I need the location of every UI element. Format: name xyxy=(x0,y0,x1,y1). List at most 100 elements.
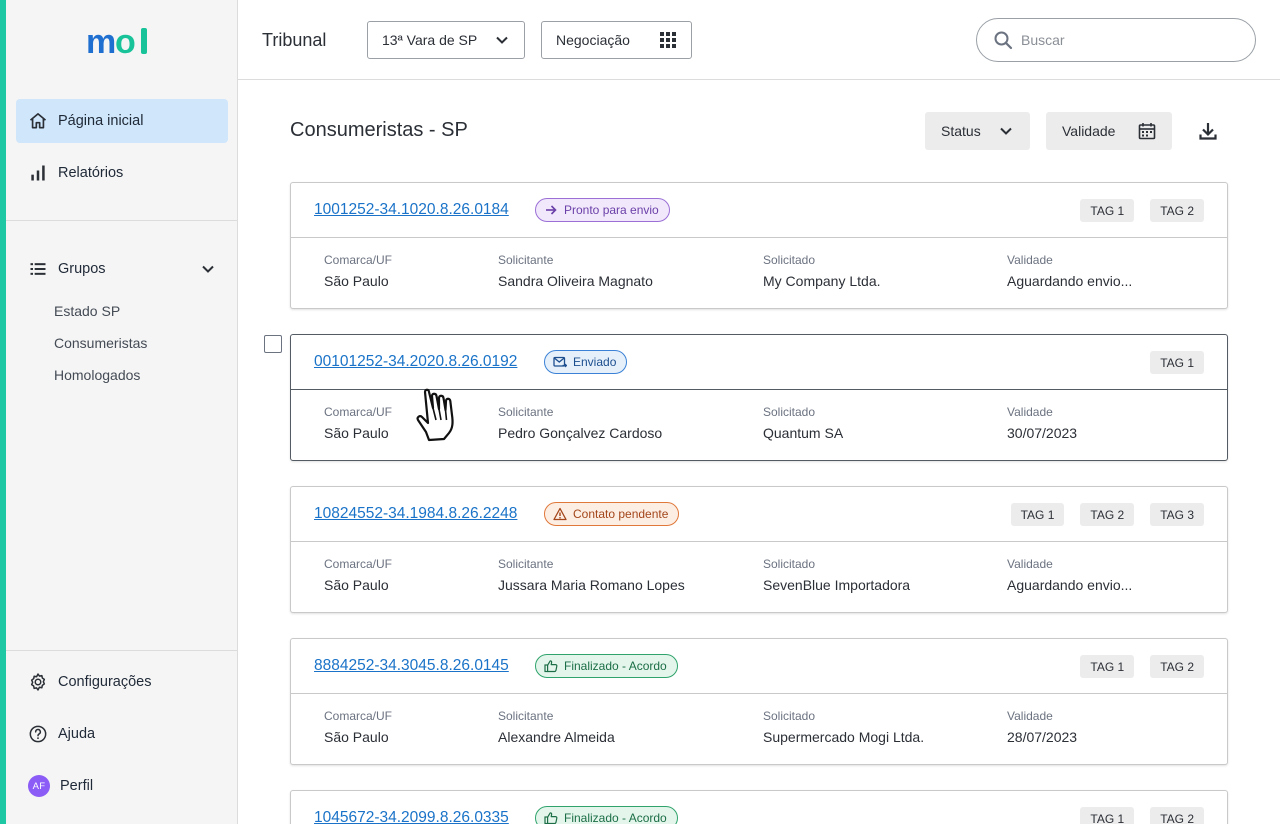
tag[interactable]: TAG 2 xyxy=(1150,807,1204,824)
field-label: Solicitante xyxy=(498,253,554,267)
sidebar-item-groups[interactable]: Grupos xyxy=(16,247,228,291)
field-label: Validade xyxy=(1007,557,1053,571)
case-card-header: 8884252-34.3045.8.26.0145 Finalizado - A… xyxy=(291,639,1227,694)
sidebar-item-home[interactable]: Página inicial xyxy=(16,99,228,143)
pointer-hand-icon xyxy=(415,382,481,448)
status-filter[interactable]: Status xyxy=(925,112,1030,150)
chevron-down-icon[interactable] xyxy=(200,261,216,277)
status-badge: Enviado xyxy=(544,350,628,374)
brand-logo[interactable]: m o xyxy=(86,22,156,62)
field-comarca: Comarca/UF São Paulo xyxy=(324,709,392,745)
case-card-header: 1001252-34.1020.8.26.0184 Pronto para en… xyxy=(291,183,1227,238)
status-badge: Finalizado - Acordo xyxy=(535,654,678,678)
search-input[interactable] xyxy=(1021,32,1231,48)
tag[interactable]: TAG 2 xyxy=(1150,655,1204,678)
status-badge-label: Contato pendente xyxy=(573,507,669,521)
case-number-link[interactable]: 8884252-34.3045.8.26.0145 xyxy=(314,657,509,674)
calendar-icon xyxy=(1138,122,1156,140)
search-icon xyxy=(993,30,1013,50)
field-label: Validade xyxy=(1007,405,1053,419)
sidebar-item-settings[interactable]: Configurações xyxy=(16,660,228,704)
tag[interactable]: TAG 1 xyxy=(1080,199,1135,222)
thumbs-up-icon xyxy=(544,659,558,673)
status-badge-label: Enviado xyxy=(573,355,617,369)
field-label: Solicitado xyxy=(763,253,816,267)
sidebar-item-reports[interactable]: Relatórios xyxy=(16,151,228,195)
case-number-link[interactable]: 10824552-34.1984.8.26.2248 xyxy=(314,505,518,522)
field-solicitado: Solicitado My Company Ltda. xyxy=(763,253,881,289)
field-validade: Validade Aguardando envio... xyxy=(1007,253,1132,289)
status-badge: Pronto para envio xyxy=(535,198,670,222)
field-label: Validade xyxy=(1007,709,1053,723)
top-bar: Tribunal 13ª Vara de SP Negociação xyxy=(238,0,1280,80)
sidebar-group-estado-sp[interactable]: Estado SP xyxy=(54,303,121,319)
list-icon xyxy=(28,259,48,279)
field-value: My Company Ltda. xyxy=(763,273,881,289)
field-value: 28/07/2023 xyxy=(1007,729,1078,745)
sidebar-item-profile[interactable]: AF Perfil xyxy=(16,764,228,808)
case-select-checkbox[interactable] xyxy=(264,335,282,353)
sidebar-item-help[interactable]: Ajuda xyxy=(16,712,228,756)
svg-text:m: m xyxy=(86,23,115,61)
case-card[interactable]: 1001252-34.1020.8.26.0184 Pronto para en… xyxy=(290,182,1228,309)
status-badge-label: Finalizado - Acordo xyxy=(564,811,667,824)
help-icon xyxy=(28,724,48,744)
field-validade: Validade 28/07/2023 xyxy=(1007,709,1077,745)
field-label: Solicitante xyxy=(498,557,554,571)
case-number-link[interactable]: 1001252-34.1020.8.26.0184 xyxy=(314,201,509,218)
field-solicitante: Solicitante Sandra Oliveira Magnato xyxy=(498,253,653,289)
field-value: Aguardando envio... xyxy=(1007,273,1133,289)
field-value: São Paulo xyxy=(324,273,389,289)
case-card[interactable]: 00101252-34.2020.8.26.0192 Enviado TAG 1… xyxy=(290,334,1228,461)
field-label: Solicitado xyxy=(763,405,816,419)
field-solicitado: Solicitado SevenBlue Importadora xyxy=(763,557,910,593)
sidebar-group-homologados[interactable]: Homologados xyxy=(54,367,141,383)
tag[interactable]: TAG 3 xyxy=(1150,503,1204,526)
tag-list: TAG 1 TAG 2 xyxy=(1080,199,1204,222)
status-badge-label: Pronto para envio xyxy=(564,203,659,217)
field-value: Quantum SA xyxy=(763,425,844,441)
case-card[interactable]: 10824552-34.1984.8.26.2248 Contato pende… xyxy=(290,486,1228,613)
sidebar-divider xyxy=(6,220,237,221)
case-number-link[interactable]: 1045672-34.2099.8.26.0335 xyxy=(314,809,509,824)
field-value: 30/07/2023 xyxy=(1007,425,1078,441)
field-value: Pedro Gonçalvez Cardoso xyxy=(498,425,663,441)
field-label: Solicitante xyxy=(498,405,554,419)
case-number-link[interactable]: 00101252-34.2020.8.26.0192 xyxy=(314,353,518,370)
field-label: Comarca/UF xyxy=(324,709,393,723)
sidebar-item-label: Configurações xyxy=(58,674,152,690)
field-value: Alexandre Almeida xyxy=(498,729,615,745)
sidebar-item-label: Relatórios xyxy=(58,165,124,181)
field-comarca: Comarca/UF São Paulo xyxy=(324,557,392,593)
case-card[interactable]: 1045672-34.2099.8.26.0335 Finalizado - A… xyxy=(290,790,1228,824)
case-card-header: 10824552-34.1984.8.26.2248 Contato pende… xyxy=(291,487,1227,542)
field-label: Validade xyxy=(1007,253,1053,267)
field-label: Solicitado xyxy=(763,709,816,723)
status-filter-label: Status xyxy=(941,123,981,139)
tag[interactable]: TAG 1 xyxy=(1010,503,1065,526)
field-value: Sandra Oliveira Magnato xyxy=(498,273,653,289)
field-solicitante: Solicitante Alexandre Almeida xyxy=(498,709,615,745)
case-card[interactable]: 8884252-34.3045.8.26.0145 Finalizado - A… xyxy=(290,638,1228,765)
tag[interactable]: TAG 2 xyxy=(1150,199,1204,222)
search-box[interactable] xyxy=(976,18,1256,62)
mode-select[interactable]: Negociação xyxy=(541,21,692,59)
tag[interactable]: TAG 2 xyxy=(1080,503,1135,526)
home-icon xyxy=(28,111,48,131)
field-comarca: Comarca/UF São Paulo xyxy=(324,405,392,441)
svg-text:o: o xyxy=(115,23,135,61)
tag[interactable]: TAG 1 xyxy=(1150,351,1204,374)
tag[interactable]: TAG 1 xyxy=(1080,655,1135,678)
validity-filter-label: Validade xyxy=(1062,123,1116,139)
mode-select-value: Negociação xyxy=(556,32,630,48)
field-label: Comarca/UF xyxy=(324,557,393,571)
validity-filter[interactable]: Validade xyxy=(1046,112,1172,150)
court-select[interactable]: 13ª Vara de SP xyxy=(367,21,525,59)
field-solicitante: Solicitante Pedro Gonçalvez Cardoso xyxy=(498,405,662,441)
thumbs-up-icon xyxy=(544,811,558,824)
sidebar-group-consumeristas[interactable]: Consumeristas xyxy=(54,335,148,351)
field-label: Solicitante xyxy=(498,709,554,723)
tag-list: TAG 1 xyxy=(1150,351,1204,374)
download-icon[interactable] xyxy=(1196,119,1220,143)
tag[interactable]: TAG 1 xyxy=(1080,807,1135,824)
